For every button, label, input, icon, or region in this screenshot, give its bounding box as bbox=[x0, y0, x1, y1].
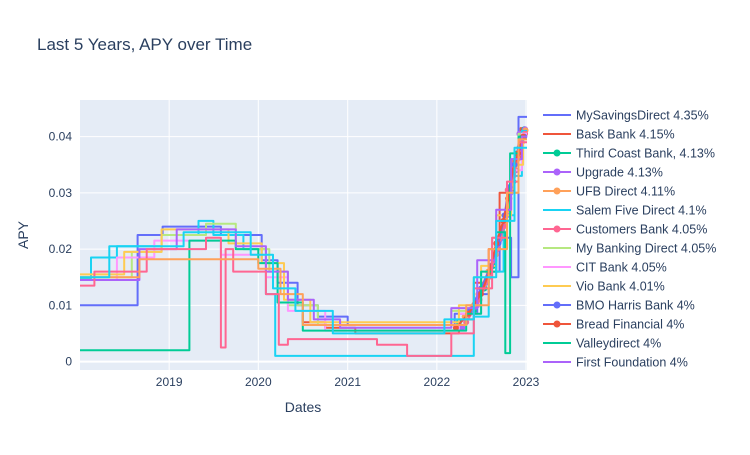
x-axis-ticks: 2019 2020 2021 2022 2023 bbox=[156, 375, 540, 389]
series-line bbox=[80, 146, 527, 335]
legend-marker bbox=[553, 301, 561, 309]
x-tick-label: 2021 bbox=[334, 375, 361, 389]
series-15 bbox=[80, 141, 527, 357]
legend-item: Customers Bank 4.05% bbox=[543, 223, 707, 237]
legend-item: Third Coast Bank, 4.13% bbox=[543, 147, 715, 161]
x-tick-label: 2020 bbox=[245, 375, 272, 389]
legend-marker bbox=[553, 187, 561, 195]
legend-label: My Banking Direct 4.05% bbox=[576, 242, 716, 256]
legend-label: Valleydirect 4% bbox=[576, 337, 661, 351]
y-tick-label: 0.04 bbox=[49, 130, 73, 144]
legend-item: Vio Bank 4.01% bbox=[543, 280, 665, 294]
legend-label: BMO Harris Bank 4% bbox=[576, 299, 695, 313]
legend-item: Upgrade 4.13% bbox=[543, 166, 663, 180]
legend-item: Bread Financial 4% bbox=[543, 318, 684, 332]
legend-item: UFB Direct 4.11% bbox=[543, 185, 675, 199]
y-tick-label: 0 bbox=[65, 355, 72, 369]
legend-item: BMO Harris Bank 4% bbox=[543, 299, 695, 313]
series-16 bbox=[80, 138, 527, 326]
series-line bbox=[80, 138, 527, 326]
legend-marker bbox=[553, 168, 561, 176]
legend-item: Salem Five Direct 4.1% bbox=[543, 204, 707, 218]
legend-label: Upgrade 4.13% bbox=[576, 166, 663, 180]
legend-label: MySavingsDirect 4.35% bbox=[576, 109, 709, 123]
legend-item: CIT Bank 4.05% bbox=[543, 261, 667, 275]
series-17 bbox=[80, 146, 527, 335]
series-14 bbox=[80, 135, 527, 329]
legend-label: CIT Bank 4.05% bbox=[576, 261, 667, 275]
legend-label: Third Coast Bank, 4.13% bbox=[576, 147, 715, 161]
legend-label: Vio Bank 4.01% bbox=[576, 280, 665, 294]
y-axis-label: APY bbox=[15, 220, 31, 249]
legend-label: UFB Direct 4.11% bbox=[576, 185, 675, 199]
legend-marker bbox=[553, 320, 561, 328]
chart-title: Last 5 Years, APY over Time bbox=[37, 35, 252, 54]
x-tick-label: 2019 bbox=[156, 375, 183, 389]
y-tick-label: 0.02 bbox=[49, 242, 73, 256]
series-layer bbox=[80, 115, 529, 357]
legend-label: Customers Bank 4.05% bbox=[576, 223, 707, 237]
series-line bbox=[80, 141, 527, 357]
legend-label: Bask Bank 4.15% bbox=[576, 128, 675, 142]
legend-marker bbox=[553, 225, 561, 233]
legend-item: Valleydirect 4% bbox=[543, 337, 661, 351]
x-axis-label: Dates bbox=[285, 399, 322, 415]
legend-marker bbox=[553, 149, 561, 157]
legend-item: Bask Bank 4.15% bbox=[543, 128, 675, 142]
series-line bbox=[80, 135, 527, 329]
x-tick-label: 2022 bbox=[424, 375, 451, 389]
legend-item: MySavingsDirect 4.35% bbox=[543, 109, 709, 123]
data-point bbox=[459, 324, 466, 331]
legend: MySavingsDirect 4.35% Bask Bank 4.15% Thir… bbox=[543, 109, 716, 370]
x-tick-label: 2023 bbox=[513, 375, 540, 389]
legend-item: First Foundation 4% bbox=[543, 356, 688, 370]
legend-label: Salem Five Direct 4.1% bbox=[576, 204, 707, 218]
y-tick-label: 0.01 bbox=[49, 298, 73, 312]
y-axis-ticks: 0 0.01 0.02 0.03 0.04 bbox=[49, 130, 73, 369]
legend-label: Bread Financial 4% bbox=[576, 318, 684, 332]
data-point bbox=[452, 324, 459, 331]
legend-label: First Foundation 4% bbox=[576, 356, 688, 370]
y-tick-label: 0.03 bbox=[49, 186, 73, 200]
legend-item: My Banking Direct 4.05% bbox=[543, 242, 716, 256]
